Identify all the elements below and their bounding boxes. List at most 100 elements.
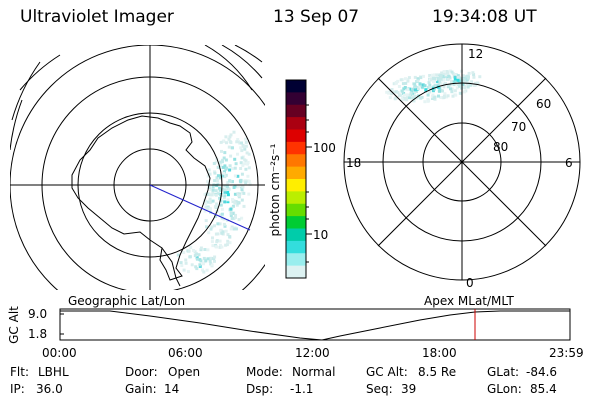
aurora-pixel (427, 81, 431, 84)
apex-panel-label: Apex MLat/MLT (424, 294, 514, 308)
aurora-pixel (219, 140, 223, 144)
geographic-map (10, 45, 265, 290)
aurora-pixel (454, 80, 458, 84)
aurora-pixel (230, 225, 234, 229)
gain-key: Gain: (125, 382, 157, 396)
aurora-pixel (194, 265, 198, 269)
aurora-pixel (214, 215, 218, 218)
aurora-pixel (398, 93, 402, 97)
aurora-pixel (244, 140, 248, 144)
colorbar-band (286, 240, 306, 254)
aurora-pixel (235, 227, 238, 231)
aurora-pixel (246, 174, 250, 178)
aurora-pixel (214, 160, 218, 164)
aurora-pixel (232, 227, 236, 231)
aurora-pixel (222, 171, 226, 175)
aurora-pixel (180, 264, 184, 267)
timeline-x-tick-2359: 23:59 (549, 346, 584, 360)
aurora-pixel (235, 140, 239, 144)
aurora-pixel (219, 243, 222, 247)
aurora-pixel (453, 89, 457, 93)
aurora-emission-right (385, 69, 482, 104)
aurora-pixel (413, 88, 417, 92)
aurora-pixel (226, 200, 230, 204)
aurora-pixel (400, 89, 404, 93)
aurora-pixel (453, 77, 457, 81)
aurora-pixel (201, 268, 204, 272)
aurora-pixel (439, 82, 443, 86)
aurora-pixel (243, 158, 247, 162)
aurora-pixel (243, 147, 247, 151)
aurora-pixel (466, 76, 470, 80)
aurora-pixel (431, 89, 435, 93)
aurora-pixel (209, 256, 213, 260)
aurora-pixel (187, 249, 191, 253)
aurora-pixel (456, 78, 460, 82)
aurora-pixel (212, 162, 216, 165)
aurora-pixel (206, 248, 210, 252)
aurora-pixel (225, 185, 229, 189)
aurora-pixel (203, 192, 207, 196)
aurora-pixel (405, 98, 409, 102)
aurora-pixel (204, 219, 208, 223)
aurora-pixel (237, 218, 241, 222)
aurora-pixel (412, 99, 416, 103)
aurora-pixel (247, 192, 251, 196)
aurora-pixel (478, 75, 482, 79)
aurora-pixel (206, 257, 210, 261)
aurora-pixel (408, 93, 412, 97)
aurora-pixel (436, 85, 440, 89)
aurora-pixel (240, 149, 244, 153)
aurora-pixel (389, 92, 393, 96)
aurora-pixel (441, 89, 444, 93)
aurora-pixel (213, 255, 217, 259)
aurora-pixel (224, 167, 228, 171)
aurora-pixel (421, 83, 425, 87)
ip-value: 36.0 (36, 382, 63, 396)
aurora-pixel (223, 164, 227, 168)
aurora-pixel (229, 179, 233, 183)
aurora-pixel (220, 216, 224, 220)
aurora-pixel (233, 157, 237, 161)
aurora-pixel (218, 222, 222, 226)
colorbar-band (286, 265, 306, 279)
aurora-pixel (229, 210, 233, 214)
aurora-pixel (211, 236, 214, 240)
aurora-pixel (223, 190, 227, 194)
aurora-pixel (220, 207, 224, 211)
aurora-emission-left (176, 130, 252, 274)
aurora-pixel (431, 73, 435, 77)
gcalt-key: GC Alt: (366, 365, 408, 379)
aurora-pixel (451, 94, 455, 98)
glon-key: GLon: (487, 382, 522, 396)
aurora-pixel (452, 80, 456, 84)
aurora-pixel (442, 96, 446, 99)
aurora-pixel (456, 74, 460, 78)
aurora-pixel (218, 245, 222, 249)
aurora-pixel (439, 96, 443, 99)
colorbar-band (286, 129, 306, 143)
aurora-pixel (450, 90, 454, 94)
aurora-pixel (218, 186, 222, 190)
aurora-pixel (404, 81, 408, 85)
aurora-pixel (204, 205, 208, 209)
aurora-pixel (228, 135, 232, 139)
aurora-pixel (223, 194, 227, 198)
aurora-pixel (240, 188, 244, 192)
aurora-pixel (234, 215, 237, 219)
aurora-pixel (415, 90, 418, 93)
glon-value: 85.4 (530, 382, 557, 396)
aurora-pixel (244, 181, 248, 185)
gcalt-value: 8.5 Re (418, 365, 457, 379)
aurora-pixel (208, 259, 212, 263)
aurora-pixel (418, 82, 422, 86)
aurora-pixel (437, 74, 441, 78)
aurora-pixel (246, 162, 250, 166)
aurora-pixel (208, 197, 212, 201)
aurora-pixel (186, 270, 190, 274)
aurora-pixel (219, 176, 222, 180)
colorbar-band (286, 141, 306, 155)
timeline-y-tick-9: 9.0 (28, 307, 48, 321)
mode-value: Normal (292, 365, 336, 379)
